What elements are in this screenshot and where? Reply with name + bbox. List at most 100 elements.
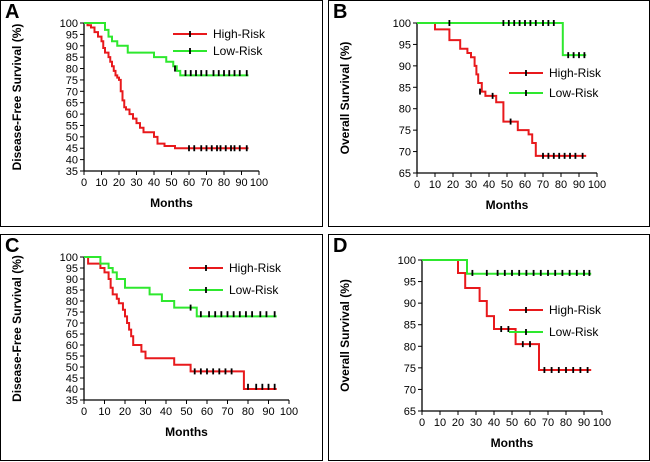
panel-d: D 0 10 20 30 40 50 60 70 80 90 100 65 70 75 80 85 90 95 10… (328, 234, 650, 461)
series-line-high (417, 22, 587, 157)
y-tick-label: 100 (393, 18, 411, 30)
y-tick-label: 100 (60, 252, 78, 264)
x-tick-label: 80 (560, 417, 572, 429)
y-tick-label: 70 (66, 318, 78, 330)
y-tick-label: 65 (404, 406, 416, 418)
x-tick-label: 0 (81, 177, 87, 189)
y-tick-label: 50 (66, 362, 78, 374)
panel-c: C 0 10 20 30 40 50 60 70 80 90 100 35 40 45 50 55 60 65 70… (0, 234, 323, 461)
y-tick-label: 65 (66, 329, 78, 341)
y-tick-label: 70 (404, 384, 416, 396)
x-tick-label: 20 (452, 417, 464, 429)
y-tick-label: 55 (66, 120, 78, 132)
x-tick-label: 70 (221, 406, 233, 418)
legend-label: High-Risk (549, 66, 602, 80)
y-tick-label: 65 (66, 98, 78, 110)
x-tick-label: 80 (555, 179, 567, 191)
y-tick-label: 75 (404, 363, 416, 375)
y-tick-label: 70 (66, 86, 78, 98)
x-tick-label: 90 (235, 177, 247, 189)
x-tick-label: 60 (183, 177, 195, 189)
y-tick-label: 75 (66, 307, 78, 319)
series-line-low (84, 256, 277, 318)
y-tick-label: 45 (66, 373, 78, 385)
y-tick-label: 80 (399, 104, 411, 116)
x-tick-label: 100 (588, 179, 606, 191)
y-tick-label: 75 (66, 75, 78, 87)
x-tick-label: 40 (488, 417, 500, 429)
x-tick-label: 0 (414, 179, 420, 191)
y-tick-label: 40 (66, 155, 78, 167)
legend-label: High-Risk (213, 27, 266, 41)
series-line-low (84, 22, 249, 77)
y-tick-label: 90 (404, 298, 416, 310)
x-tick-label: 100 (250, 177, 268, 189)
y-tick-label: 90 (66, 41, 78, 53)
x-axis-label: Months (486, 198, 529, 212)
x-tick-label: 50 (501, 179, 513, 191)
x-tick-label: 100 (280, 406, 298, 418)
y-axis-label: Overall Survival (%) (338, 42, 352, 155)
y-tick-label: 45 (66, 143, 78, 155)
x-tick-label: 50 (180, 406, 192, 418)
y-tick-label: 65 (399, 168, 411, 180)
y-tick-label: 60 (66, 109, 78, 121)
x-tick-label: 70 (542, 417, 554, 429)
legend-label: High-Risk (229, 261, 282, 275)
legend-label: Low-Risk (549, 86, 599, 100)
panel-label: A (5, 1, 20, 23)
y-tick-label: 70 (399, 147, 411, 159)
y-tick-label: 95 (66, 263, 78, 275)
survival-chart-a: 0 10 20 30 40 50 60 70 80 90 100354045505560657075… (10, 18, 268, 210)
x-tick-label: 20 (447, 179, 459, 191)
x-tick-label: 40 (160, 406, 172, 418)
x-tick-label: 30 (465, 179, 477, 191)
x-axis-label: Months (165, 425, 208, 439)
series-line-high (422, 259, 592, 372)
x-tick-label: 10 (429, 179, 441, 191)
x-tick-label: 30 (139, 406, 151, 418)
x-tick-label: 70 (537, 179, 549, 191)
y-tick-label: 85 (66, 285, 78, 297)
series-line-high (84, 22, 249, 150)
x-tick-label: 30 (130, 177, 142, 189)
x-tick-label: 100 (593, 417, 611, 429)
x-tick-label: 90 (578, 417, 590, 429)
series-line-low (422, 259, 592, 275)
y-tick-label: 75 (399, 125, 411, 137)
x-tick-label: 0 (419, 417, 425, 429)
y-tick-label: 60 (66, 340, 78, 352)
x-tick-label: 60 (524, 417, 536, 429)
x-tick-label: 60 (201, 406, 213, 418)
y-tick-label: 50 (66, 132, 78, 144)
x-tick-label: 80 (218, 177, 230, 189)
y-tick-label: 85 (66, 52, 78, 64)
x-axis-label: Months (150, 196, 193, 210)
series-line-high (84, 256, 277, 390)
survival-chart-b: 0 10 20 30 40 50 60 70 80 90 10065707580859095100M… (338, 18, 606, 212)
y-tick-label: 80 (404, 341, 416, 353)
y-axis-label: Disease-Free Survival (%) (10, 255, 24, 402)
survival-chart-d: 0 10 20 30 40 50 60 70 80 90 10065707580859095100M… (338, 255, 611, 450)
panel-b: B 0 10 20 30 40 50 60 70 80 90 100 65 70 75 80 85 90 95 10… (328, 0, 650, 227)
y-tick-label: 95 (66, 29, 78, 41)
y-tick-label: 85 (399, 82, 411, 94)
y-tick-label: 55 (66, 351, 78, 363)
legend-label: High-Risk (549, 303, 602, 317)
legend-label: Low-Risk (549, 325, 599, 339)
y-axis-label: Overall Survival (%) (338, 279, 352, 392)
y-tick-label: 40 (66, 384, 78, 396)
y-tick-label: 85 (404, 320, 416, 332)
panel-label: D (333, 235, 348, 257)
x-tick-label: 50 (506, 417, 518, 429)
survival-chart-c: 0 10 20 30 40 50 60 70 80 90 100354045505560657075… (10, 252, 298, 439)
x-tick-label: 60 (519, 179, 531, 191)
legend-label: Low-Risk (213, 44, 263, 58)
x-tick-label: 70 (200, 177, 212, 189)
x-axis-label: Months (491, 436, 534, 450)
y-tick-label: 100 (398, 255, 416, 267)
x-tick-label: 10 (95, 177, 107, 189)
x-tick-label: 20 (113, 177, 125, 189)
x-tick-label: 90 (262, 406, 274, 418)
series-line-low (417, 22, 587, 57)
